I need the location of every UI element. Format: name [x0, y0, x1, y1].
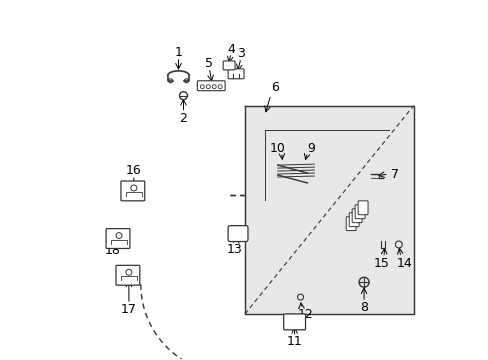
FancyBboxPatch shape	[223, 61, 235, 70]
Text: 12: 12	[297, 309, 313, 321]
FancyBboxPatch shape	[357, 201, 367, 215]
FancyBboxPatch shape	[228, 226, 247, 242]
Text: 11: 11	[286, 335, 302, 348]
FancyBboxPatch shape	[346, 217, 355, 231]
Text: 10: 10	[269, 142, 285, 155]
FancyBboxPatch shape	[351, 209, 361, 223]
Text: 8: 8	[359, 301, 367, 314]
FancyBboxPatch shape	[354, 205, 365, 219]
Text: 16: 16	[126, 163, 142, 176]
Text: 7: 7	[390, 167, 398, 181]
Text: 4: 4	[227, 42, 235, 55]
Text: 17: 17	[121, 303, 137, 316]
FancyBboxPatch shape	[197, 81, 224, 91]
Text: 9: 9	[307, 142, 315, 155]
FancyBboxPatch shape	[283, 314, 305, 330]
Text: 5: 5	[205, 57, 213, 71]
Text: 15: 15	[373, 257, 389, 270]
Text: 1: 1	[174, 46, 182, 59]
Text: 18: 18	[105, 244, 121, 257]
Text: 2: 2	[179, 112, 187, 125]
Text: 14: 14	[396, 257, 412, 270]
FancyBboxPatch shape	[106, 229, 130, 248]
FancyBboxPatch shape	[228, 69, 244, 79]
Text: 3: 3	[237, 48, 244, 60]
Polygon shape	[244, 105, 413, 314]
FancyBboxPatch shape	[348, 213, 358, 227]
FancyBboxPatch shape	[121, 181, 144, 201]
Text: 13: 13	[226, 243, 242, 256]
FancyBboxPatch shape	[116, 265, 140, 285]
Text: 6: 6	[270, 81, 278, 94]
